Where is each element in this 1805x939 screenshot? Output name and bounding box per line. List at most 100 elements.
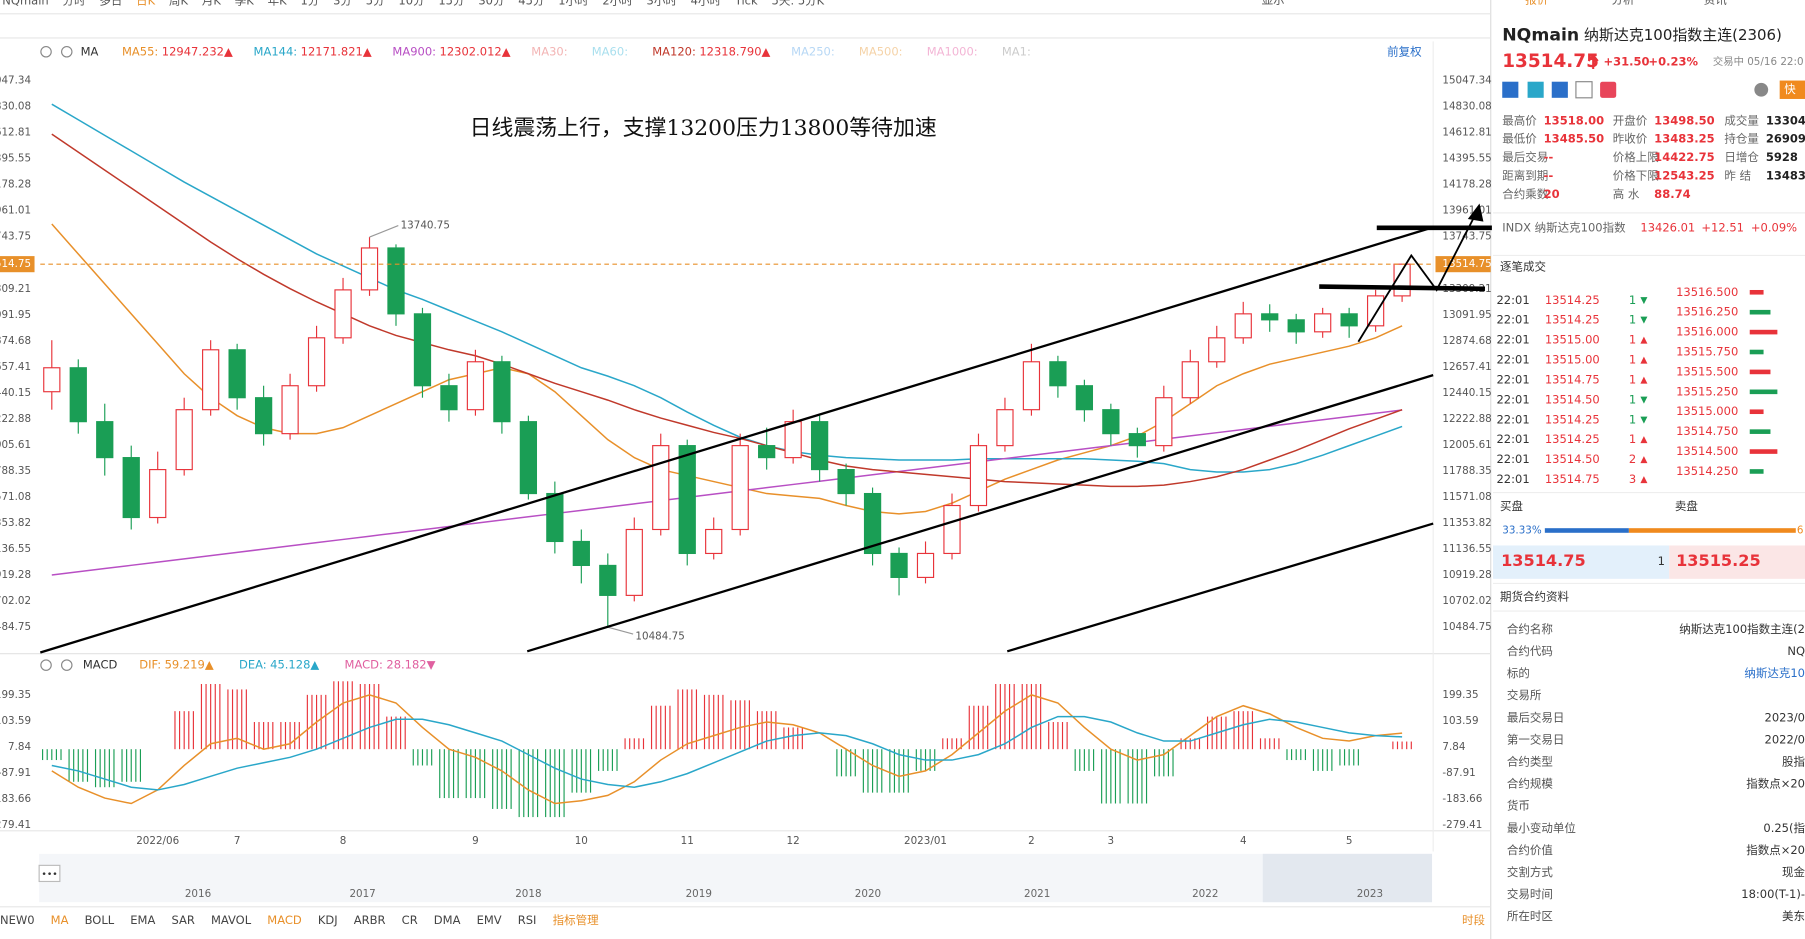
ma-value: 12318.790▲ (699, 44, 770, 58)
y-tick-label: 13091.95 (1442, 309, 1491, 321)
trade-dir: ▲ (1640, 474, 1648, 485)
buy-ratio: 33.33% (1502, 524, 1542, 536)
indicator-tab[interactable]: EMV (477, 913, 502, 927)
toolbar-item[interactable]: 月K (202, 0, 222, 8)
x-tick-label: 4 (1240, 835, 1247, 847)
macd-value: 45.128▲ (270, 658, 319, 672)
ma-label: MA1: (1002, 44, 1031, 58)
trade-qty: 1 (1629, 293, 1636, 307)
toolbar-item[interactable]: 5分 (366, 0, 385, 8)
indicator-tab[interactable]: CR (402, 913, 418, 927)
icon[interactable] (1600, 81, 1617, 98)
contract-label: 交易所 (1507, 688, 1542, 702)
candle-body (175, 409, 193, 471)
candle-body (96, 421, 114, 459)
toolbar-item[interactable]: 15分 (438, 0, 465, 8)
settings-icon[interactable] (40, 46, 52, 58)
icon[interactable] (1527, 81, 1544, 98)
toolbar-item[interactable]: 1小时 (558, 0, 589, 8)
candle-body (916, 552, 935, 578)
settings-icon[interactable] (40, 659, 52, 671)
navigator-button[interactable]: ••• (41, 869, 57, 880)
stat-label: 合约乘数 (1502, 187, 1549, 201)
panel-tab[interactable]: 分析 (1612, 0, 1635, 6)
y-tick-label-left: 11136.55 (0, 543, 31, 555)
close-icon[interactable] (61, 659, 73, 671)
indicator-tab[interactable]: RSI (518, 913, 537, 927)
icon[interactable] (1575, 81, 1593, 99)
candle-body (837, 469, 855, 495)
session-tab[interactable]: 时段 (1462, 913, 1486, 927)
toolbar-item[interactable]: 30分 (478, 0, 505, 8)
panel-tab[interactable]: 资讯 (1704, 0, 1728, 6)
indicator-tab[interactable]: KDJ (318, 913, 338, 927)
macd-tick-label-left: -183.66 (0, 793, 31, 805)
stat-value: 13304 (1766, 113, 1805, 127)
bell-icon[interactable] (1754, 82, 1769, 97)
indicator-tab[interactable]: EMA (130, 913, 155, 927)
toolbar-item[interactable]: 1分 (300, 0, 319, 8)
indicator-tab[interactable]: BOLL (85, 913, 115, 927)
x-tick-label: 7 (234, 835, 241, 847)
fast-button[interactable] (1779, 80, 1805, 99)
x-tick-label: 12 (787, 835, 800, 847)
panel-tab[interactable]: 报价 (1525, 0, 1549, 6)
indicator-tab[interactable]: SAR (171, 913, 194, 927)
indicator-tab[interactable]: DMA (434, 913, 461, 927)
toolbar-right[interactable]: 显示 (1262, 0, 1285, 6)
toolbar-item[interactable]: 季K (235, 0, 255, 8)
indicator-tab[interactable]: MACD (267, 913, 302, 927)
fast-label[interactable]: 快 (1784, 82, 1796, 96)
low-leader (607, 626, 634, 635)
bid-box (1493, 545, 1670, 579)
close-icon[interactable] (61, 46, 73, 58)
toolbar-item[interactable]: 日K (136, 0, 156, 8)
icon[interactable] (1502, 81, 1519, 98)
navigator[interactable] (39, 853, 1433, 903)
toolbar-item[interactable]: 4小时 (691, 0, 722, 8)
candle-body (599, 564, 617, 596)
indicator-tab[interactable]: 指标管理 (553, 913, 600, 927)
x-tick-label: 5 (1346, 835, 1353, 847)
level-price: 13514.500 (1676, 444, 1738, 458)
toolbar-item[interactable]: 多日 (99, 0, 122, 8)
toolbar-item[interactable]: NQmain (2, 0, 48, 8)
toolbar-item[interactable]: 3分 (333, 0, 352, 8)
level-bar (1749, 309, 1771, 315)
toolbar-item[interactable]: 2小时 (602, 0, 633, 8)
indicator-tab[interactable]: NEW0 (0, 913, 35, 927)
y-tick-label-left: 10919.28 (0, 569, 31, 581)
trades-title: 逐笔成交 (1500, 259, 1547, 273)
last-price-tag-label: 13514.75 (1442, 258, 1491, 270)
indicator-tab[interactable]: MAVOL (211, 913, 252, 927)
toolbar-item[interactable]: 10分 (398, 0, 425, 8)
high-label: 13740.75 (401, 220, 450, 232)
trade-price: 13514.75 (1545, 472, 1600, 486)
y-tick-label: 11136.55 (1442, 543, 1491, 555)
candle-body (1075, 385, 1094, 411)
toolbar-item[interactable]: 周K (169, 0, 189, 8)
navigator-window[interactable] (1262, 853, 1433, 903)
toolbar-item[interactable]: 分时 (63, 0, 87, 8)
adjust-button[interactable]: 前复权 (1387, 44, 1422, 58)
dif-line (51, 694, 1403, 805)
candle-body (810, 421, 829, 471)
indicator-tab[interactable]: MA (51, 913, 69, 927)
toolbar-item[interactable]: 年K (268, 0, 288, 8)
toolbar-item[interactable]: 45分 (518, 0, 545, 8)
toolbar-item[interactable]: 5天: 5分K (772, 0, 825, 8)
navigator-button-box[interactable] (38, 864, 61, 883)
trade-price: 13514.25 (1545, 293, 1600, 307)
navigator-year: 2017 (349, 888, 375, 900)
icon[interactable] (1551, 81, 1568, 98)
indicator-tab[interactable]: ARBR (354, 913, 386, 927)
y-tick-label-left: 11571.08 (0, 491, 31, 503)
level-price: 13516.250 (1676, 305, 1738, 319)
candle-body (281, 385, 299, 435)
trade-time: 22:01 (1496, 472, 1529, 486)
trade-qty: 1 (1629, 333, 1636, 347)
toolbar-item[interactable]: 3小时 (647, 0, 678, 8)
candle-body (1102, 409, 1120, 435)
y-tick-label: 12440.15 (1442, 387, 1491, 399)
toolbar-item[interactable]: Tick (734, 0, 758, 8)
